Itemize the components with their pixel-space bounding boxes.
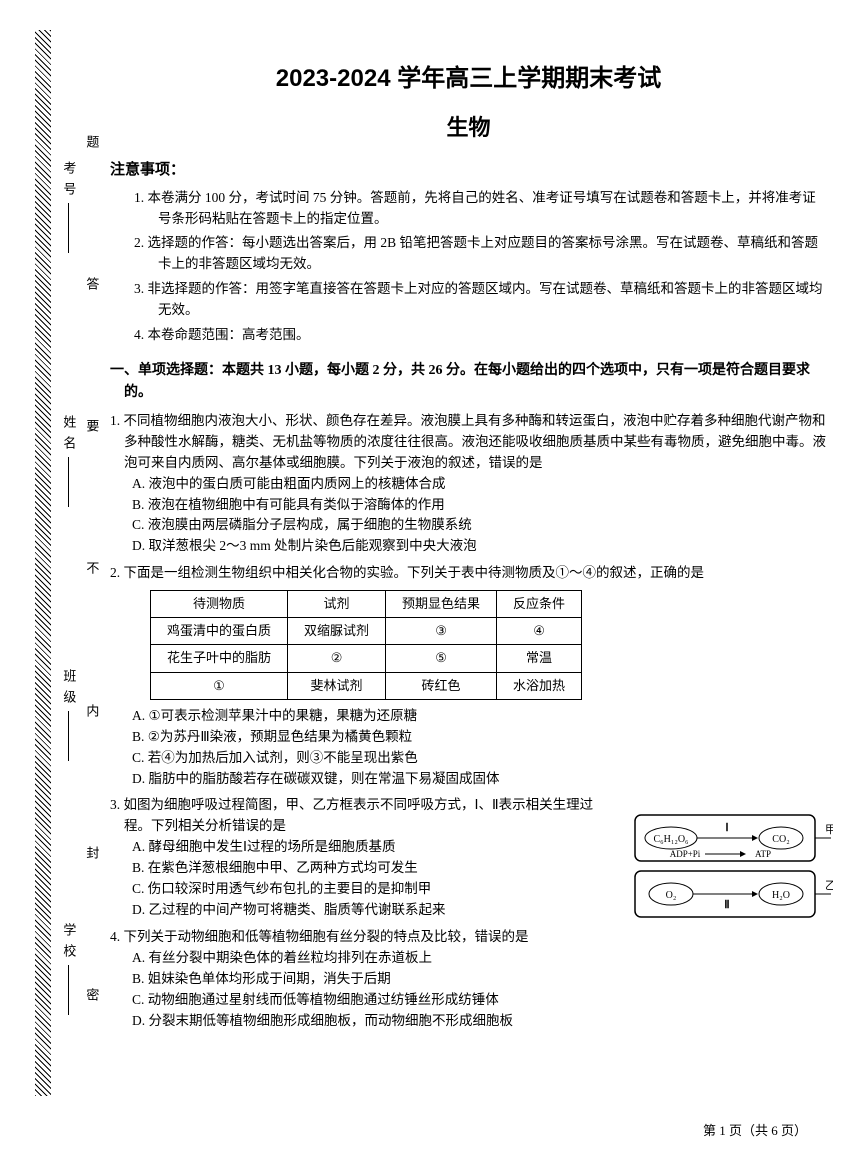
th: 待测物质	[151, 591, 288, 618]
svg-text:乙: 乙	[825, 879, 833, 892]
svg-text:H₂O: H₂O	[772, 890, 790, 901]
q1-opt-c: C. 液泡膜由两层磷脂分子层构成，属于细胞的生物膜系统	[132, 515, 827, 536]
svg-text:CO₂: CO₂	[772, 834, 789, 845]
seal-char: 题	[81, 135, 102, 168]
seal-char: 答	[81, 277, 102, 310]
svg-text:甲: 甲	[825, 824, 833, 836]
question-1: 1. 不同植物细胞内液泡大小、形状、颜色存在差异。液泡膜上具有多种酶和转运蛋白，…	[110, 411, 827, 557]
section-a-title: 一、单项选择题：本题共 13 小题，每小题 2 分，共 26 分。在每小题给出的…	[110, 360, 827, 405]
notice-list: 1. 本卷满分 100 分，考试时间 75 分钟。答题前，先将自己的姓名、准考证…	[110, 188, 827, 346]
q4-opt-b: B. 姐妹染色单体均形成于间期，消失于后期	[132, 969, 827, 990]
hatching-strip	[35, 30, 51, 1096]
q2-opt-d: D. 脂肪中的脂肪酸若存在碳碳双键，则在常温下易凝固成固体	[132, 769, 827, 790]
table-row: 花生子叶中的脂肪 ② ⑤ 常温	[151, 645, 582, 672]
svg-text:O₂: O₂	[666, 890, 677, 901]
q3-opt-a: A. 酵母细胞中发生Ⅰ过程的场所是细胞质基质	[132, 837, 617, 858]
q3-opt-d: D. 乙过程的中间产物可将糖类、脂质等代谢联系起来	[132, 900, 617, 921]
label-class: 班级	[61, 669, 76, 711]
label-name: 姓名	[61, 415, 76, 457]
seal-char: 密	[81, 988, 102, 1021]
notice-item: 4. 本卷命题范围：高考范围。	[134, 325, 827, 346]
svg-text:ATP: ATP	[755, 849, 771, 859]
seal-char: 不	[81, 561, 102, 594]
svg-text:Ⅰ: Ⅰ	[725, 822, 728, 834]
q2-table: 待测物质 试剂 预期显色结果 反应条件 鸡蛋清中的蛋白质 双缩脲试剂 ③ ④ 花…	[150, 590, 582, 700]
q4-opt-c: C. 动物细胞通过星射线而低等植物细胞通过纺锤丝形成纺锤体	[132, 990, 827, 1011]
q4-body: 4. 下列关于动物细胞和低等植物细胞有丝分裂的特点及比较，错误的是	[110, 927, 827, 948]
q1-opt-a: A. 液泡中的蛋白质可能由粗面内质网上的核糖体合成	[132, 474, 827, 495]
q3-opt-c: C. 伤口较深时用透气纱布包扎的主要目的是抑制甲	[132, 879, 617, 900]
th: 预期显色结果	[386, 591, 497, 618]
q1-opt-b: B. 液泡在植物细胞中有可能具有类似于溶酶体的作用	[132, 495, 827, 516]
svg-text:C₆H₁₂O₆: C₆H₁₂O₆	[653, 834, 689, 845]
svg-text:Ⅱ: Ⅱ	[724, 899, 729, 911]
notice-item: 1. 本卷满分 100 分，考试时间 75 分钟。答题前，先将自己的姓名、准考证…	[134, 188, 827, 230]
table-row: 鸡蛋清中的蛋白质 双缩脲试剂 ③ ④	[151, 618, 582, 645]
exam-subject: 生物	[110, 110, 827, 145]
question-2: 2. 下面是一组检测生物组织中相关化合物的实验。下列关于表中待测物质及①～④的叙…	[110, 563, 827, 789]
q2-opt-b: B. ②为苏丹Ⅲ染液，预期显色结果为橘黄色颗粒	[132, 727, 827, 748]
q1-opt-d: D. 取洋葱根尖 2～3 mm 处制片染色后能观察到中央大液泡	[132, 536, 827, 557]
seal-char: 要	[81, 419, 102, 452]
notice-item: 2. 选择题的作答：每小题选出答案后，用 2B 铅笔把答题卡上对应题目的答案标号…	[134, 233, 827, 275]
q3-opt-b: B. 在紫色洋葱根细胞中甲、乙两种方式均可发生	[132, 858, 617, 879]
q4-opt-d: D. 分裂末期低等植物细胞形成细胞板，而动物细胞不形成细胞板	[132, 1011, 827, 1032]
question-3: 3. 如图为细胞呼吸过程简图，甲、乙方框表示不同呼吸方式，Ⅰ、Ⅱ表示相关生理过程…	[110, 795, 827, 921]
question-4: 4. 下列关于动物细胞和低等植物细胞有丝分裂的特点及比较，错误的是 A. 有丝分…	[110, 927, 827, 1032]
q4-opt-a: A. 有丝分裂中期染色体的着丝粒均排列在赤道板上	[132, 948, 827, 969]
notice-heading: 注意事项：	[110, 158, 827, 182]
q1-body: 1. 不同植物细胞内液泡大小、形状、颜色存在差异。液泡膜上具有多种酶和转运蛋白，…	[110, 411, 827, 474]
student-info-labels: 学校 班级 姓名 考号	[57, 80, 79, 1096]
respiration-diagram: C₆H₁₂O₆ CO₂ Ⅰ ADP+Pi ATP O₂ H₂O Ⅱ 甲 乙	[633, 813, 833, 923]
label-school: 学校	[61, 923, 76, 965]
th: 试剂	[288, 591, 386, 618]
q2-opt-a: A. ①可表示检测苹果汁中的果糖，果糖为还原糖	[132, 706, 827, 727]
notice-item: 3. 非选择题的作答：用签字笔直接答在答题卡上对应的答题区域内。写在试题卷、草稿…	[134, 279, 827, 321]
page-footer: 第 1 页（共 6 页）	[703, 1121, 807, 1142]
q2-body: 2. 下面是一组检测生物组织中相关化合物的实验。下列关于表中待测物质及①～④的叙…	[110, 563, 827, 584]
label-examno: 考号	[61, 161, 76, 203]
th: 反应条件	[497, 591, 582, 618]
seal-line-text: 密 封 内 不 要 答 题	[82, 80, 100, 1076]
seal-char: 内	[81, 704, 102, 737]
q2-opt-c: C. 若④为加热后加入试剂，则③不能呈现出紫色	[132, 748, 827, 769]
table-row: ① 斐林试剂 砖红色 水浴加热	[151, 672, 582, 699]
svg-text:ADP+Pi: ADP+Pi	[670, 849, 701, 859]
exam-title: 2023-2024 学年高三上学期期末考试	[110, 60, 827, 98]
table-row: 待测物质 试剂 预期显色结果 反应条件	[151, 591, 582, 618]
seal-char: 封	[81, 846, 102, 879]
